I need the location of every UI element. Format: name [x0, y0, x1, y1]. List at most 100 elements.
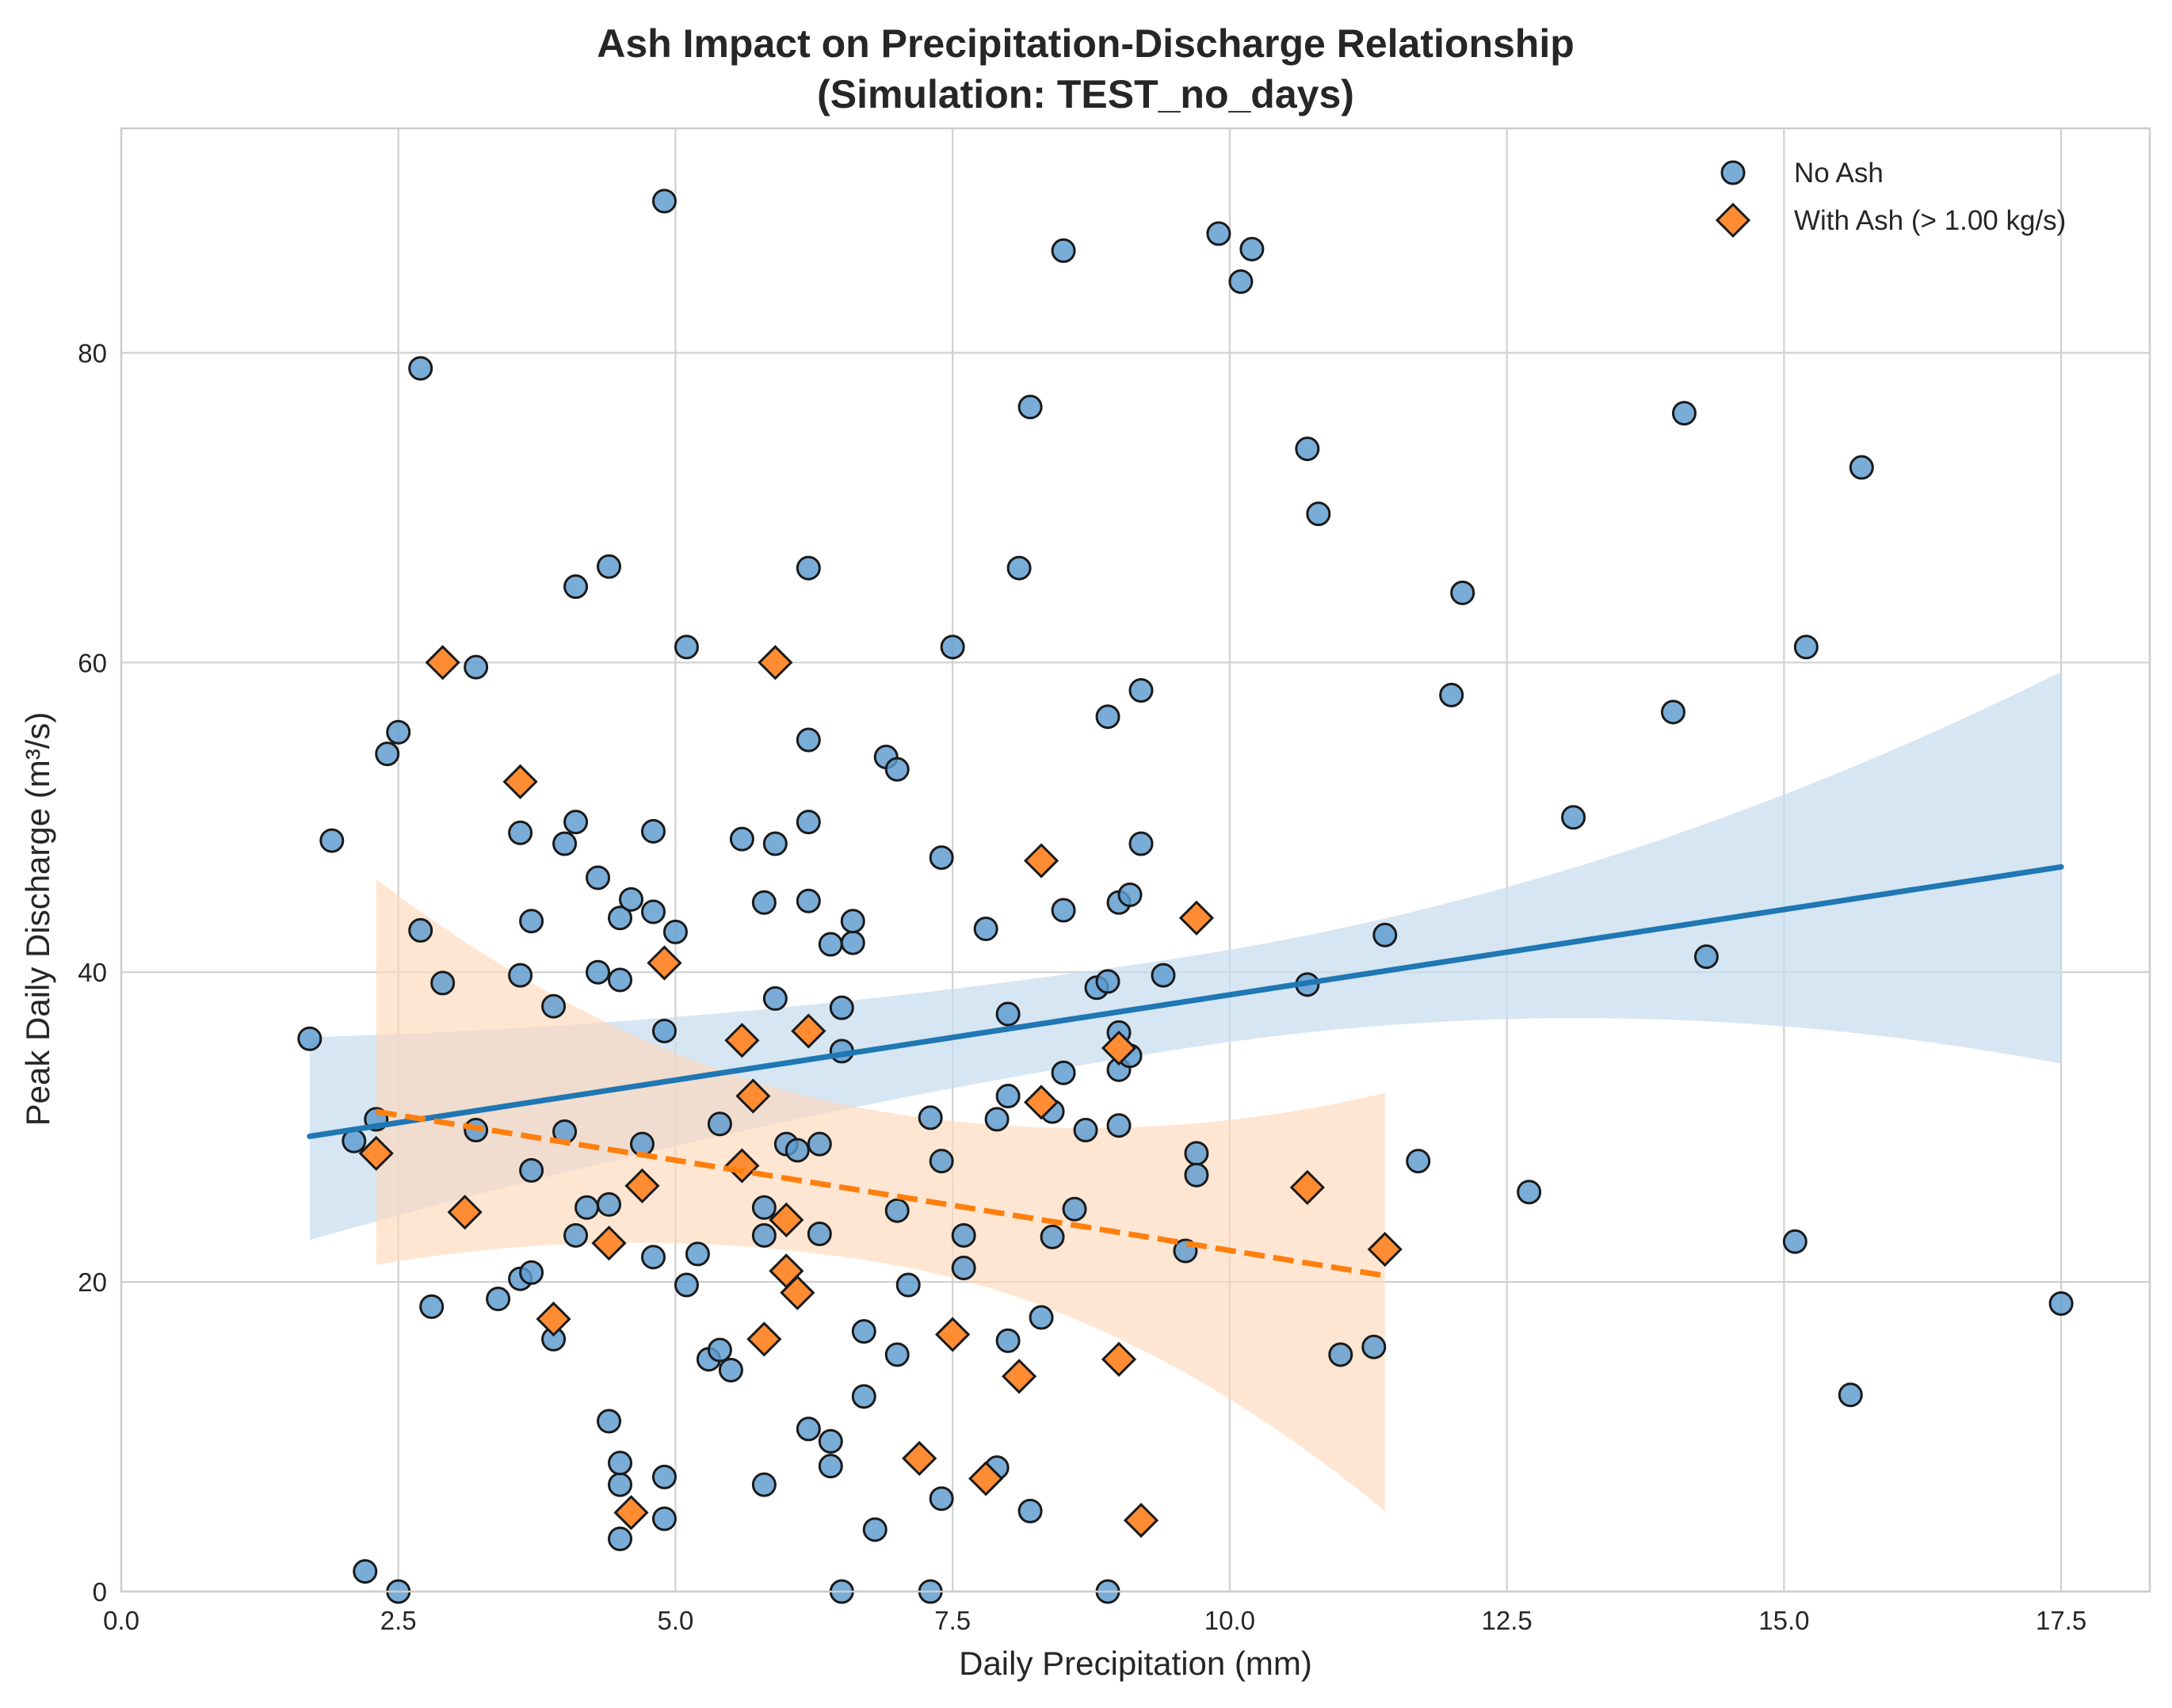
no-ash-point [751, 890, 777, 915]
x-tick-label: 2.5 [380, 1606, 417, 1635]
with-ash-point [769, 1202, 804, 1238]
legend-no-ash-label: No Ash [1794, 158, 1884, 189]
no-ash-point [1228, 269, 1254, 294]
no-ash-point [1151, 963, 1176, 988]
with-ash-point [724, 1023, 760, 1058]
with-ash-point [1101, 1030, 1137, 1066]
no-ash-point [640, 899, 666, 925]
chart-title: Ash Impact on Precipitation-Discharge Re… [597, 21, 1575, 66]
no-ash-point [751, 1472, 777, 1497]
with-ash-point [1289, 1169, 1325, 1206]
no-ash-point [1017, 395, 1043, 420]
no-ash-point [1051, 898, 1076, 923]
legend-no-ash-marker [1720, 160, 1746, 185]
with-ash-point [358, 1135, 394, 1172]
no-ash-point [729, 826, 754, 852]
no-ash-point [995, 1084, 1021, 1109]
no-ash-point [951, 1222, 976, 1248]
no-ash-point [862, 1517, 888, 1542]
no-ash-point [1671, 401, 1697, 426]
no-ash-point [563, 810, 589, 835]
with-ash-point [746, 1321, 782, 1357]
no-ash-point [651, 189, 677, 214]
no-ash-point [608, 1451, 633, 1476]
y-tick-label: 40 [78, 958, 107, 987]
no-ash-point [586, 959, 611, 985]
data-points [297, 189, 2074, 1604]
no-ash-point [762, 986, 788, 1011]
no-ash-point [1206, 221, 1231, 246]
no-ash-point [851, 1319, 876, 1344]
no-ash-regression-line [307, 864, 2064, 1139]
with-ash-point [1367, 1231, 1403, 1268]
no-ash-point [1184, 1162, 1209, 1188]
no-ash-point [430, 970, 456, 996]
no-ash-point [640, 818, 666, 844]
no-ash-point [1128, 677, 1154, 703]
no-ash-point [995, 1001, 1021, 1027]
no-ash-point [929, 1486, 954, 1512]
no-ash-point [597, 1191, 622, 1217]
no-ash-point [707, 1337, 732, 1363]
with-ash-point [536, 1301, 571, 1337]
no-ash-point [1693, 944, 1719, 970]
legend-with-ash-marker [1715, 202, 1751, 238]
no-ash-point [541, 993, 567, 1019]
no-ash-point [563, 1222, 589, 1248]
with-ash-point [1123, 1502, 1159, 1538]
with-ash-point [902, 1440, 937, 1477]
plot-frame [120, 127, 2151, 1593]
with-ash-point [502, 764, 538, 799]
legend-with-ash-label: With Ash (> 1.00 kg/s) [1794, 205, 2066, 236]
confidence-bands [309, 672, 2062, 1512]
no-ash-point [1306, 501, 1331, 527]
no-ash-point [1017, 1498, 1043, 1523]
no-ash-point [640, 1245, 666, 1270]
with-ash-point [758, 645, 793, 681]
no-ash-point [1062, 1196, 1087, 1222]
y-axis-ticks: 0 20 40 60 80 [78, 338, 107, 1607]
no-ash-point [1328, 1342, 1353, 1367]
no-ash-point [1051, 238, 1076, 263]
no-ash-point [840, 909, 865, 934]
no-ash-point [1006, 555, 1032, 581]
no-ash-point [1782, 1229, 1807, 1254]
no-ash-point [1450, 580, 1475, 605]
y-tick-label: 20 [78, 1268, 107, 1297]
no-ash-point [1372, 922, 1398, 947]
no-ash-point [574, 1195, 600, 1220]
no-ash-point [818, 1454, 843, 1479]
no-ash-point [1095, 704, 1120, 730]
no-ash-point [796, 888, 821, 913]
no-ash-point [1660, 700, 1685, 725]
x-tick-label: 12.5 [1482, 1606, 1533, 1635]
no-ash-point [751, 1195, 777, 1220]
no-ash-point [319, 828, 345, 853]
with-ash-point [1023, 1085, 1059, 1120]
y-tick-label: 80 [78, 338, 107, 368]
no-ash-point [1561, 805, 1586, 830]
no-ash-point [1040, 1224, 1065, 1249]
no-ash-point [751, 1222, 777, 1248]
no-ash-point [1095, 969, 1120, 994]
no-ash-point [1029, 1305, 1054, 1330]
with-ash-point [1178, 900, 1215, 936]
with-ash-point [591, 1226, 627, 1261]
with-ash-point [1023, 843, 1059, 879]
no-ash-point [807, 1222, 832, 1247]
with-ash-point [724, 1148, 760, 1184]
no-ash-point [796, 810, 821, 835]
no-ash-point [840, 930, 865, 955]
no-ash-point [707, 1111, 732, 1137]
with-ash-point [624, 1168, 660, 1204]
no-ash-point [1073, 1118, 1098, 1143]
no-ash-point [951, 1256, 976, 1281]
with-ash-point [1101, 1341, 1137, 1377]
no-ash-point [662, 919, 688, 944]
no-ash-point [408, 917, 433, 943]
no-ash-point [674, 1272, 699, 1298]
with-ash-point [935, 1317, 971, 1352]
no-ash-point [353, 1559, 378, 1584]
no-ash-point [608, 905, 633, 931]
y-tick-label: 0 [93, 1577, 107, 1607]
